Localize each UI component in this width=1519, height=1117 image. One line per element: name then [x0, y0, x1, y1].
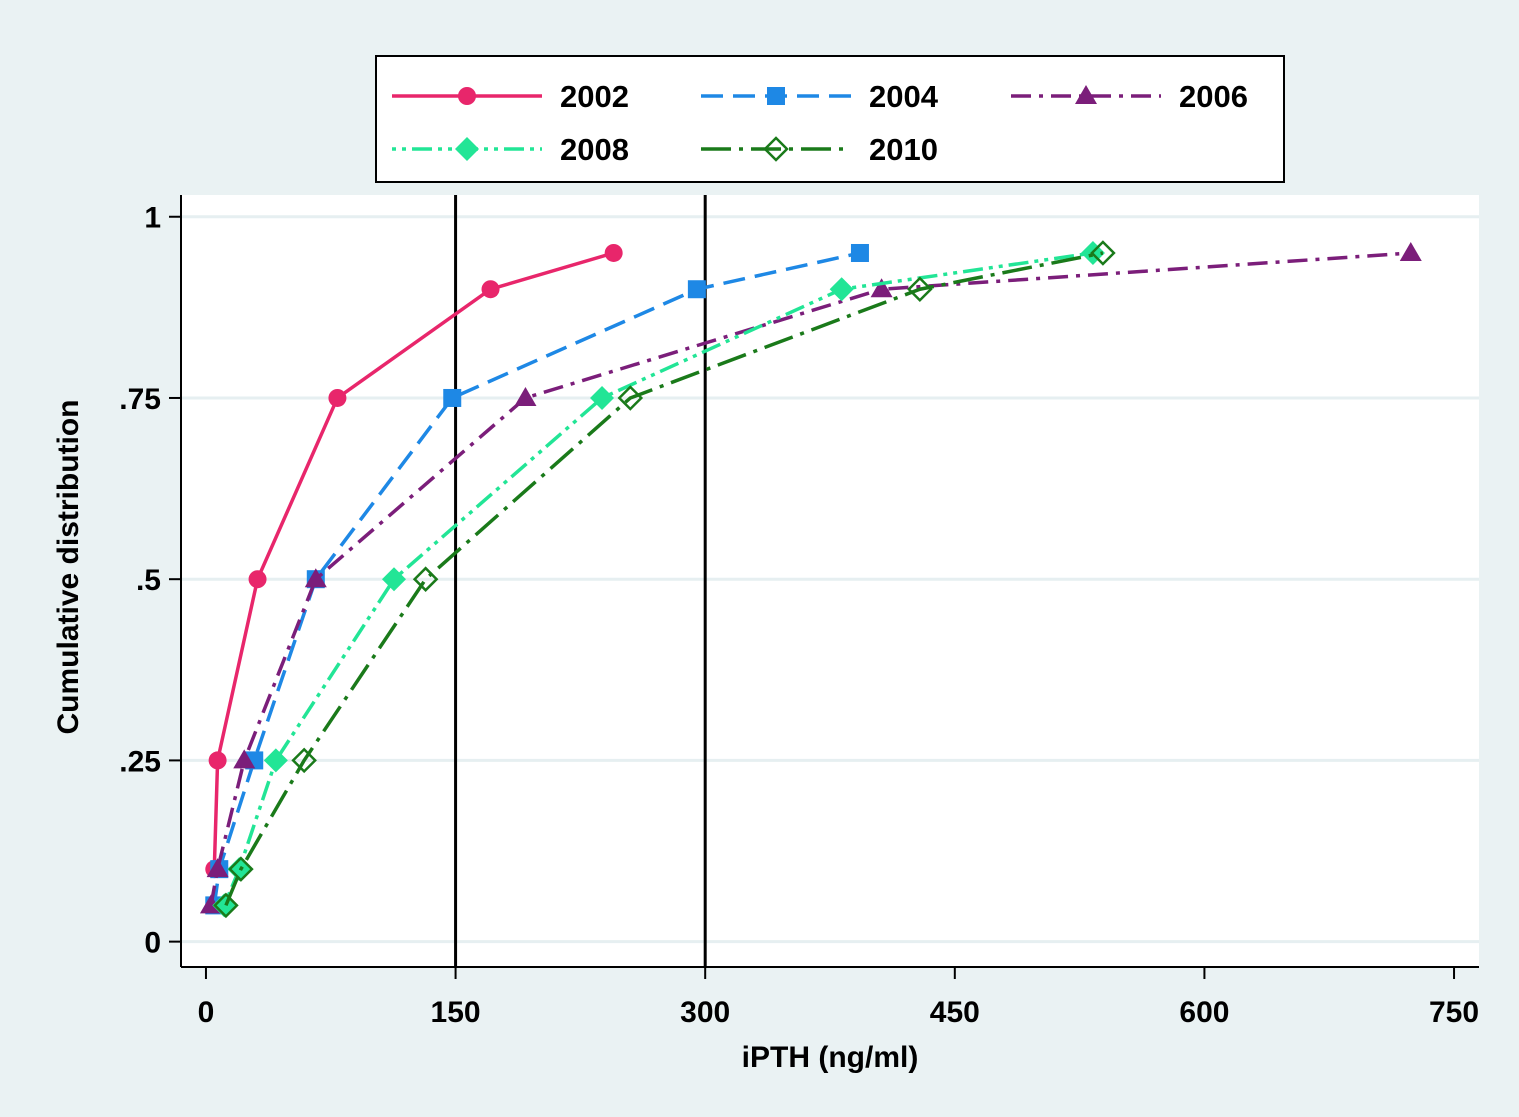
x-tick-label: 0: [198, 996, 215, 1029]
x-tick-label: 600: [1179, 996, 1229, 1029]
data-point-2006: [304, 568, 327, 588]
y-tick-label: .75: [119, 383, 161, 416]
legend-label: 2006: [1179, 79, 1248, 114]
legend-item-2004: 2004: [701, 79, 939, 114]
data-point-2004: [850, 243, 869, 262]
x-tick-label: 750: [1429, 996, 1479, 1029]
data-point-2008: [590, 385, 615, 410]
data-point-2006: [870, 278, 893, 298]
series-line-2002: [212, 251, 615, 870]
legend-label: 2008: [560, 132, 629, 167]
data-point-2002: [481, 280, 500, 299]
y-tick-label: 1: [144, 202, 161, 235]
legend-item-2006: 2006: [1011, 79, 1248, 114]
legend-swatch-marker: [455, 137, 479, 161]
legend-box: [375, 55, 1285, 183]
data-point-2010: [907, 276, 933, 303]
legend-swatch-marker: [763, 136, 789, 162]
y-axis-title: Cumulative distribution: [52, 399, 85, 734]
data-point-2006: [206, 858, 229, 878]
data-series: [199, 240, 1422, 919]
legend-swatch-marker: [1075, 85, 1097, 104]
series-line-2010: [224, 251, 1104, 907]
data-point-2010: [291, 747, 317, 774]
data-point-2002: [248, 570, 267, 589]
legend-swatch-marker: [767, 87, 785, 105]
data-point-2002: [328, 388, 347, 407]
data-point-2004: [443, 388, 462, 407]
legend-label: 2010: [869, 132, 938, 167]
x-axis-title: iPTH (ng/ml): [742, 1041, 919, 1074]
series-2002: [205, 243, 623, 879]
data-point-2008: [382, 567, 407, 592]
y-tick-label: 0: [144, 927, 161, 960]
y-tick-label: .5: [136, 564, 161, 597]
data-point-2010: [617, 385, 644, 411]
axes: [180, 195, 1479, 968]
data-point-2010: [1090, 240, 1116, 266]
reference-lines: [454, 195, 707, 967]
plot-region: [181, 195, 1479, 967]
legend-item-2008: 2008: [392, 132, 629, 167]
legend-item-2002: 2002: [392, 79, 629, 114]
legend-item-2010: 2010: [701, 132, 938, 167]
y-tick-label: .25: [119, 745, 161, 778]
data-point-2010: [412, 566, 439, 592]
legend-label: 2002: [560, 79, 629, 114]
data-point-2008: [829, 277, 854, 302]
x-tick-label: 450: [930, 996, 980, 1029]
tick-marks-and-labels: 0 .25 .5 .75 1 0 150 300 450 600 750: [119, 202, 1479, 1029]
data-point-2002: [604, 243, 623, 262]
data-point-2006: [1399, 241, 1422, 261]
data-point-2008: [263, 748, 288, 773]
data-point-2004: [687, 280, 706, 299]
series-2010: [213, 240, 1116, 919]
data-point-2002: [208, 751, 227, 770]
data-point-2010: [213, 892, 239, 919]
data-point-2006: [233, 749, 256, 769]
legend-label: 2004: [869, 79, 939, 114]
x-tick-label: 150: [431, 996, 481, 1029]
legend-swatch-marker: [458, 87, 476, 105]
legend: 2002 2004 2006 2008 2010: [375, 55, 1285, 183]
data-point-2006: [514, 386, 537, 406]
data-point-2010: [228, 856, 254, 882]
x-tick-label: 300: [680, 996, 730, 1029]
